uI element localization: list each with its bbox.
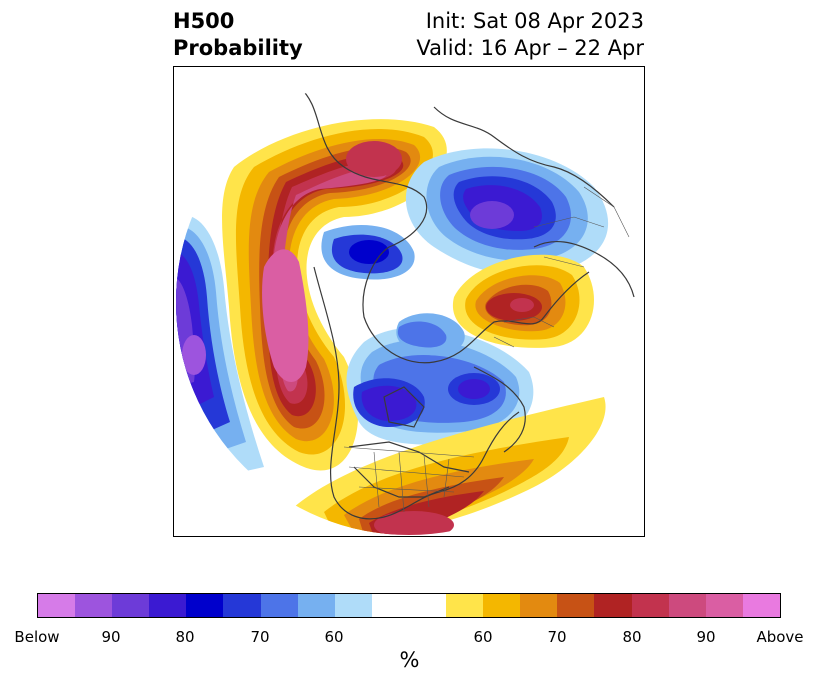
colorbar-swatch	[260, 594, 298, 617]
tick-above-70: 70	[547, 628, 567, 646]
colorbar-swatch	[594, 594, 632, 617]
tick-above: Above	[756, 628, 804, 646]
colorbar-swatch	[668, 594, 706, 617]
colorbar-swatch	[483, 594, 521, 617]
valid-range: Valid: 16 Apr – 22 Apr	[416, 36, 644, 60]
colorbar-swatch	[112, 594, 150, 617]
colorbar-swatch	[446, 594, 484, 617]
tick-below-90: 90	[101, 628, 121, 646]
border-lines	[343, 186, 630, 513]
colorbar-swatch	[557, 594, 595, 617]
colorbar-swatch	[742, 594, 780, 617]
init-date: Init: Sat 08 Apr 2023	[425, 9, 644, 33]
title-left: H500 Probability	[173, 8, 303, 62]
colorbar-swatch	[149, 594, 187, 617]
colorbar-swatch	[38, 594, 76, 617]
tick-above-90: 90	[696, 628, 716, 646]
tick-above-80: 80	[622, 628, 642, 646]
colorbar-swatch	[371, 594, 447, 617]
colorbar-swatch	[223, 594, 261, 617]
title-probability: Probability	[173, 36, 303, 60]
title-right: Init: Sat 08 Apr 2023 Valid: 16 Apr – 22…	[416, 8, 644, 62]
probability-map	[176, 69, 642, 535]
colorbar-swatch	[186, 594, 224, 617]
colorbar	[37, 593, 781, 618]
tick-below-80: 80	[175, 628, 195, 646]
colorbar-ticks: Below 90 80 70 60 60 70 80 90 Above	[0, 628, 819, 648]
colorbar-swatch	[75, 594, 113, 617]
pacific-ridge	[222, 119, 447, 471]
colorbar-swatch	[334, 594, 372, 617]
coastlines	[298, 86, 635, 520]
map-panel	[173, 66, 645, 537]
canada-trough	[346, 313, 534, 445]
title-h500: H500	[173, 9, 235, 33]
colorbar-swatch	[631, 594, 669, 617]
colorbar-swatch	[520, 594, 558, 617]
tick-below-60: 60	[324, 628, 344, 646]
colorbar-swatch	[705, 594, 743, 617]
colorbar-unit: %	[399, 648, 420, 672]
europe-ridge	[452, 254, 594, 348]
arctic-trough	[321, 148, 609, 280]
tick-below-70: 70	[250, 628, 270, 646]
tick-below: Below	[14, 628, 60, 646]
tick-above-60: 60	[473, 628, 493, 646]
colorbar-swatch	[297, 594, 335, 617]
